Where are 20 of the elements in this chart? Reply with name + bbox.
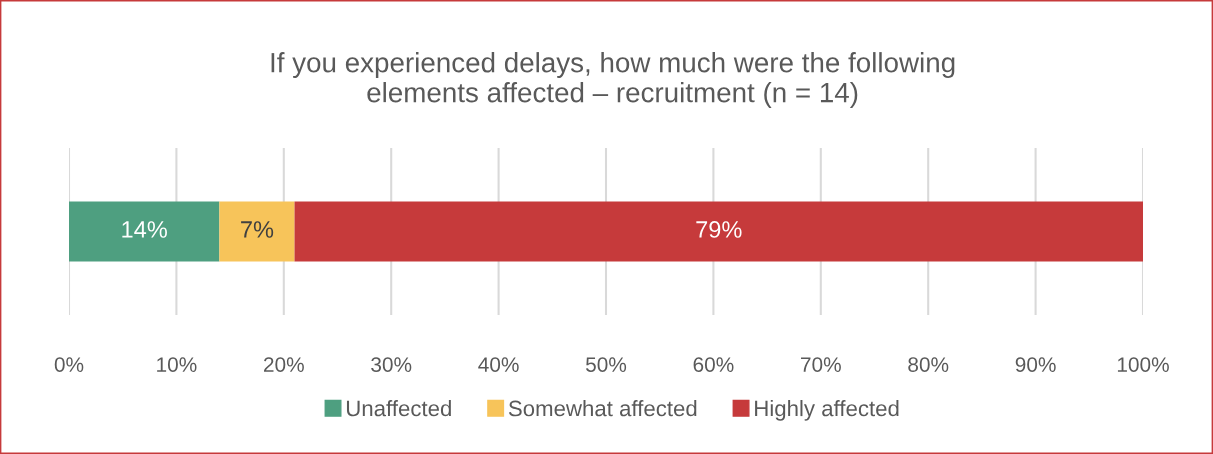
- legend-label: Highly affected: [755, 400, 899, 421]
- legend-label: Somewhat affected: [508, 400, 697, 417]
- x-tick-label: 60%: [693, 357, 734, 372]
- x-tick-label: 80%: [908, 357, 949, 372]
- chart-title: If you experienced delays, how much were the following elements affected – recruitment (n = 14): [271, 52, 955, 108]
- x-tick-label: 70%: [801, 357, 841, 372]
- bar: [69, 201, 220, 262]
- x-tick-label: 20%: [264, 357, 304, 372]
- x-tick-label: 40%: [478, 357, 519, 372]
- x-tick-label: 50%: [585, 357, 627, 372]
- x-tick-label: 90%: [1015, 357, 1056, 372]
- data-label: 7%: [241, 221, 274, 238]
- data-label: 14%: [122, 221, 167, 238]
- x-tick-label: 0%: [54, 357, 84, 372]
- bar: [219, 201, 295, 262]
- x-tick-label: 10%: [157, 357, 197, 372]
- data-label: 79%: [696, 221, 742, 238]
- legend-label: Unaffected: [346, 400, 451, 417]
- x-tick-label: 100%: [1117, 357, 1169, 372]
- x-tick-label: 30%: [371, 357, 412, 372]
